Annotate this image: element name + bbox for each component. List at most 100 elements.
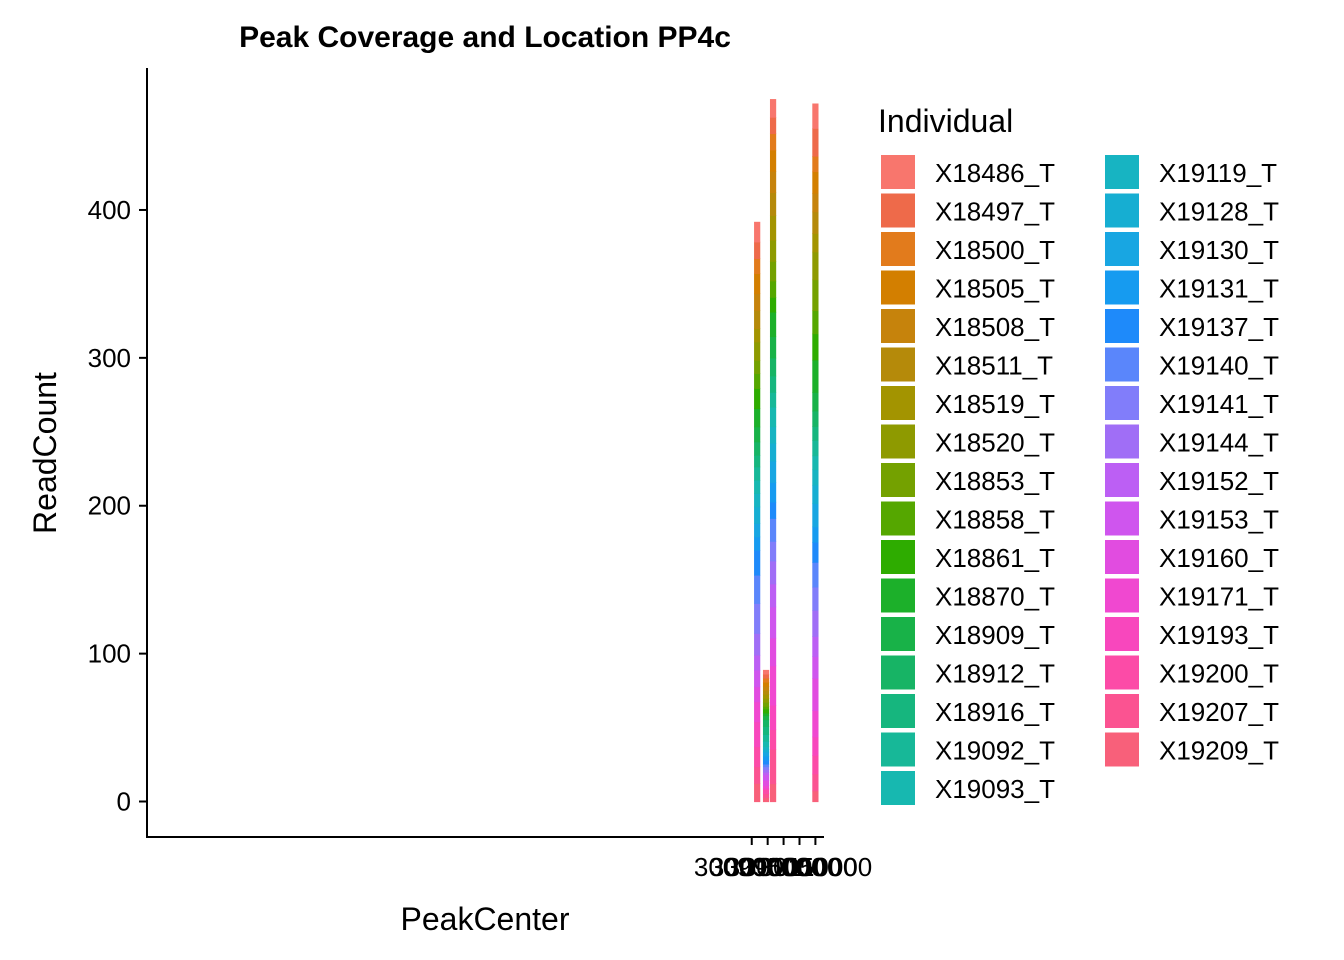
chart-title: Peak Coverage and Location PP4c (239, 21, 731, 54)
legend-label: X18916_T (935, 697, 1055, 727)
bar-segment (762, 751, 770, 757)
bar-segment (812, 211, 819, 234)
legend-swatch (1105, 270, 1139, 305)
legend-item: X19209_T (1105, 732, 1279, 767)
bar-segment (762, 673, 770, 679)
bar-segment (769, 117, 777, 135)
bar-segment (769, 215, 777, 241)
legend-label: X18909_T (935, 620, 1055, 650)
legend-label: X19128_T (1159, 197, 1279, 227)
legend-item: X19153_T (1105, 501, 1279, 536)
legend-swatch (1105, 309, 1139, 343)
bar-segment (769, 501, 777, 519)
bar-segment (812, 128, 819, 157)
legend-swatch (1105, 424, 1139, 459)
legend-swatch (1105, 193, 1139, 228)
y-axis-label: ReadCount (27, 372, 63, 534)
bar-segment (754, 221, 761, 243)
legend-item: X18853_T (881, 463, 1055, 497)
legend-label: X19137_T (1159, 312, 1279, 342)
bar-segment (812, 171, 819, 194)
bar-segment (769, 392, 777, 408)
bar-segment (812, 193, 819, 213)
legend-swatch (881, 617, 915, 651)
bar-segment (762, 749, 770, 753)
y-tick-label: 300 (88, 343, 131, 373)
legend-items: X18486_T X18497_T X18500_T X18505_T X18508_T… (881, 155, 1279, 805)
bar-segment (769, 311, 777, 338)
bar-segment (769, 583, 777, 608)
legend-swatch (1105, 655, 1139, 690)
legend-item: X19144_T (1105, 424, 1279, 459)
legend-label: X19160_T (1159, 543, 1279, 573)
legend-label: X19152_T (1159, 466, 1279, 496)
bar-segment (754, 310, 761, 330)
legend-swatch (881, 578, 915, 613)
legend-label: X18870_T (935, 582, 1055, 612)
legend-item: X19152_T (1105, 463, 1279, 497)
legend-label: X19200_T (1159, 659, 1279, 689)
legend-item: X18505_T (881, 270, 1055, 305)
legend-swatch (1105, 501, 1139, 536)
bar-segment (769, 442, 777, 462)
bar-segment (769, 171, 777, 193)
legend-item: X18909_T (881, 617, 1055, 651)
bar-segment (769, 297, 777, 313)
legend-item: X19171_T (1105, 578, 1279, 613)
bar-segment (812, 410, 819, 427)
legend-label: X19131_T (1159, 274, 1279, 304)
bar-segment (762, 708, 770, 714)
legend: Individual X18486_T X18497_T X18500_T X1850… (878, 103, 1279, 805)
bar-segment (754, 360, 761, 374)
y-tick-label: 400 (88, 195, 131, 225)
bar-segment (754, 480, 761, 494)
legend-swatch (1105, 617, 1139, 651)
legend-item: X19130_T (1105, 232, 1279, 266)
legend-item: X19207_T (1105, 694, 1279, 728)
legend-item: X18508_T (881, 309, 1055, 343)
legend-label: X19207_T (1159, 697, 1279, 727)
bar-segment (762, 734, 770, 742)
bar-segment (769, 99, 777, 118)
bar-segment (754, 766, 761, 784)
bar-segment (769, 482, 777, 503)
bar-segment (769, 518, 777, 542)
legend-swatch (881, 424, 915, 459)
legend-item: X19128_T (1105, 193, 1279, 228)
bar-segment (769, 357, 777, 377)
bar-segment (812, 392, 819, 412)
legend-item: X18861_T (881, 540, 1055, 574)
bar-segment (769, 239, 777, 262)
bar-segment (754, 654, 761, 671)
bar-segment (754, 669, 761, 688)
bar-segment (762, 719, 770, 727)
bar-segment (769, 637, 777, 667)
legend-label: X19119_T (1159, 158, 1277, 188)
bar-segment (754, 686, 761, 703)
bar-segment (762, 698, 770, 703)
bar-segment (762, 785, 770, 789)
bar-segment (754, 241, 761, 260)
y-tick-label: 200 (88, 491, 131, 521)
bar-segment (762, 706, 770, 710)
legend-item: X19093_T (881, 771, 1055, 805)
legend-swatch (1105, 347, 1139, 382)
bar-segment (762, 759, 770, 765)
bar-segment (769, 704, 777, 731)
bar-segment (754, 701, 761, 723)
bar-segment (754, 633, 761, 656)
legend-item: X19119_T (1105, 155, 1277, 189)
bar-segment (754, 388, 761, 409)
bar-segment (769, 749, 777, 785)
bar-segment (762, 694, 770, 699)
bar-segment (754, 493, 761, 508)
legend-label: X18505_T (935, 274, 1055, 304)
legend-swatch (881, 232, 915, 266)
bar-segment (812, 455, 819, 471)
bar-segment (754, 466, 761, 481)
bar-segment (754, 273, 761, 295)
bar-stack (812, 103, 819, 803)
bar-segment (762, 774, 770, 781)
bar-segment (769, 375, 777, 393)
